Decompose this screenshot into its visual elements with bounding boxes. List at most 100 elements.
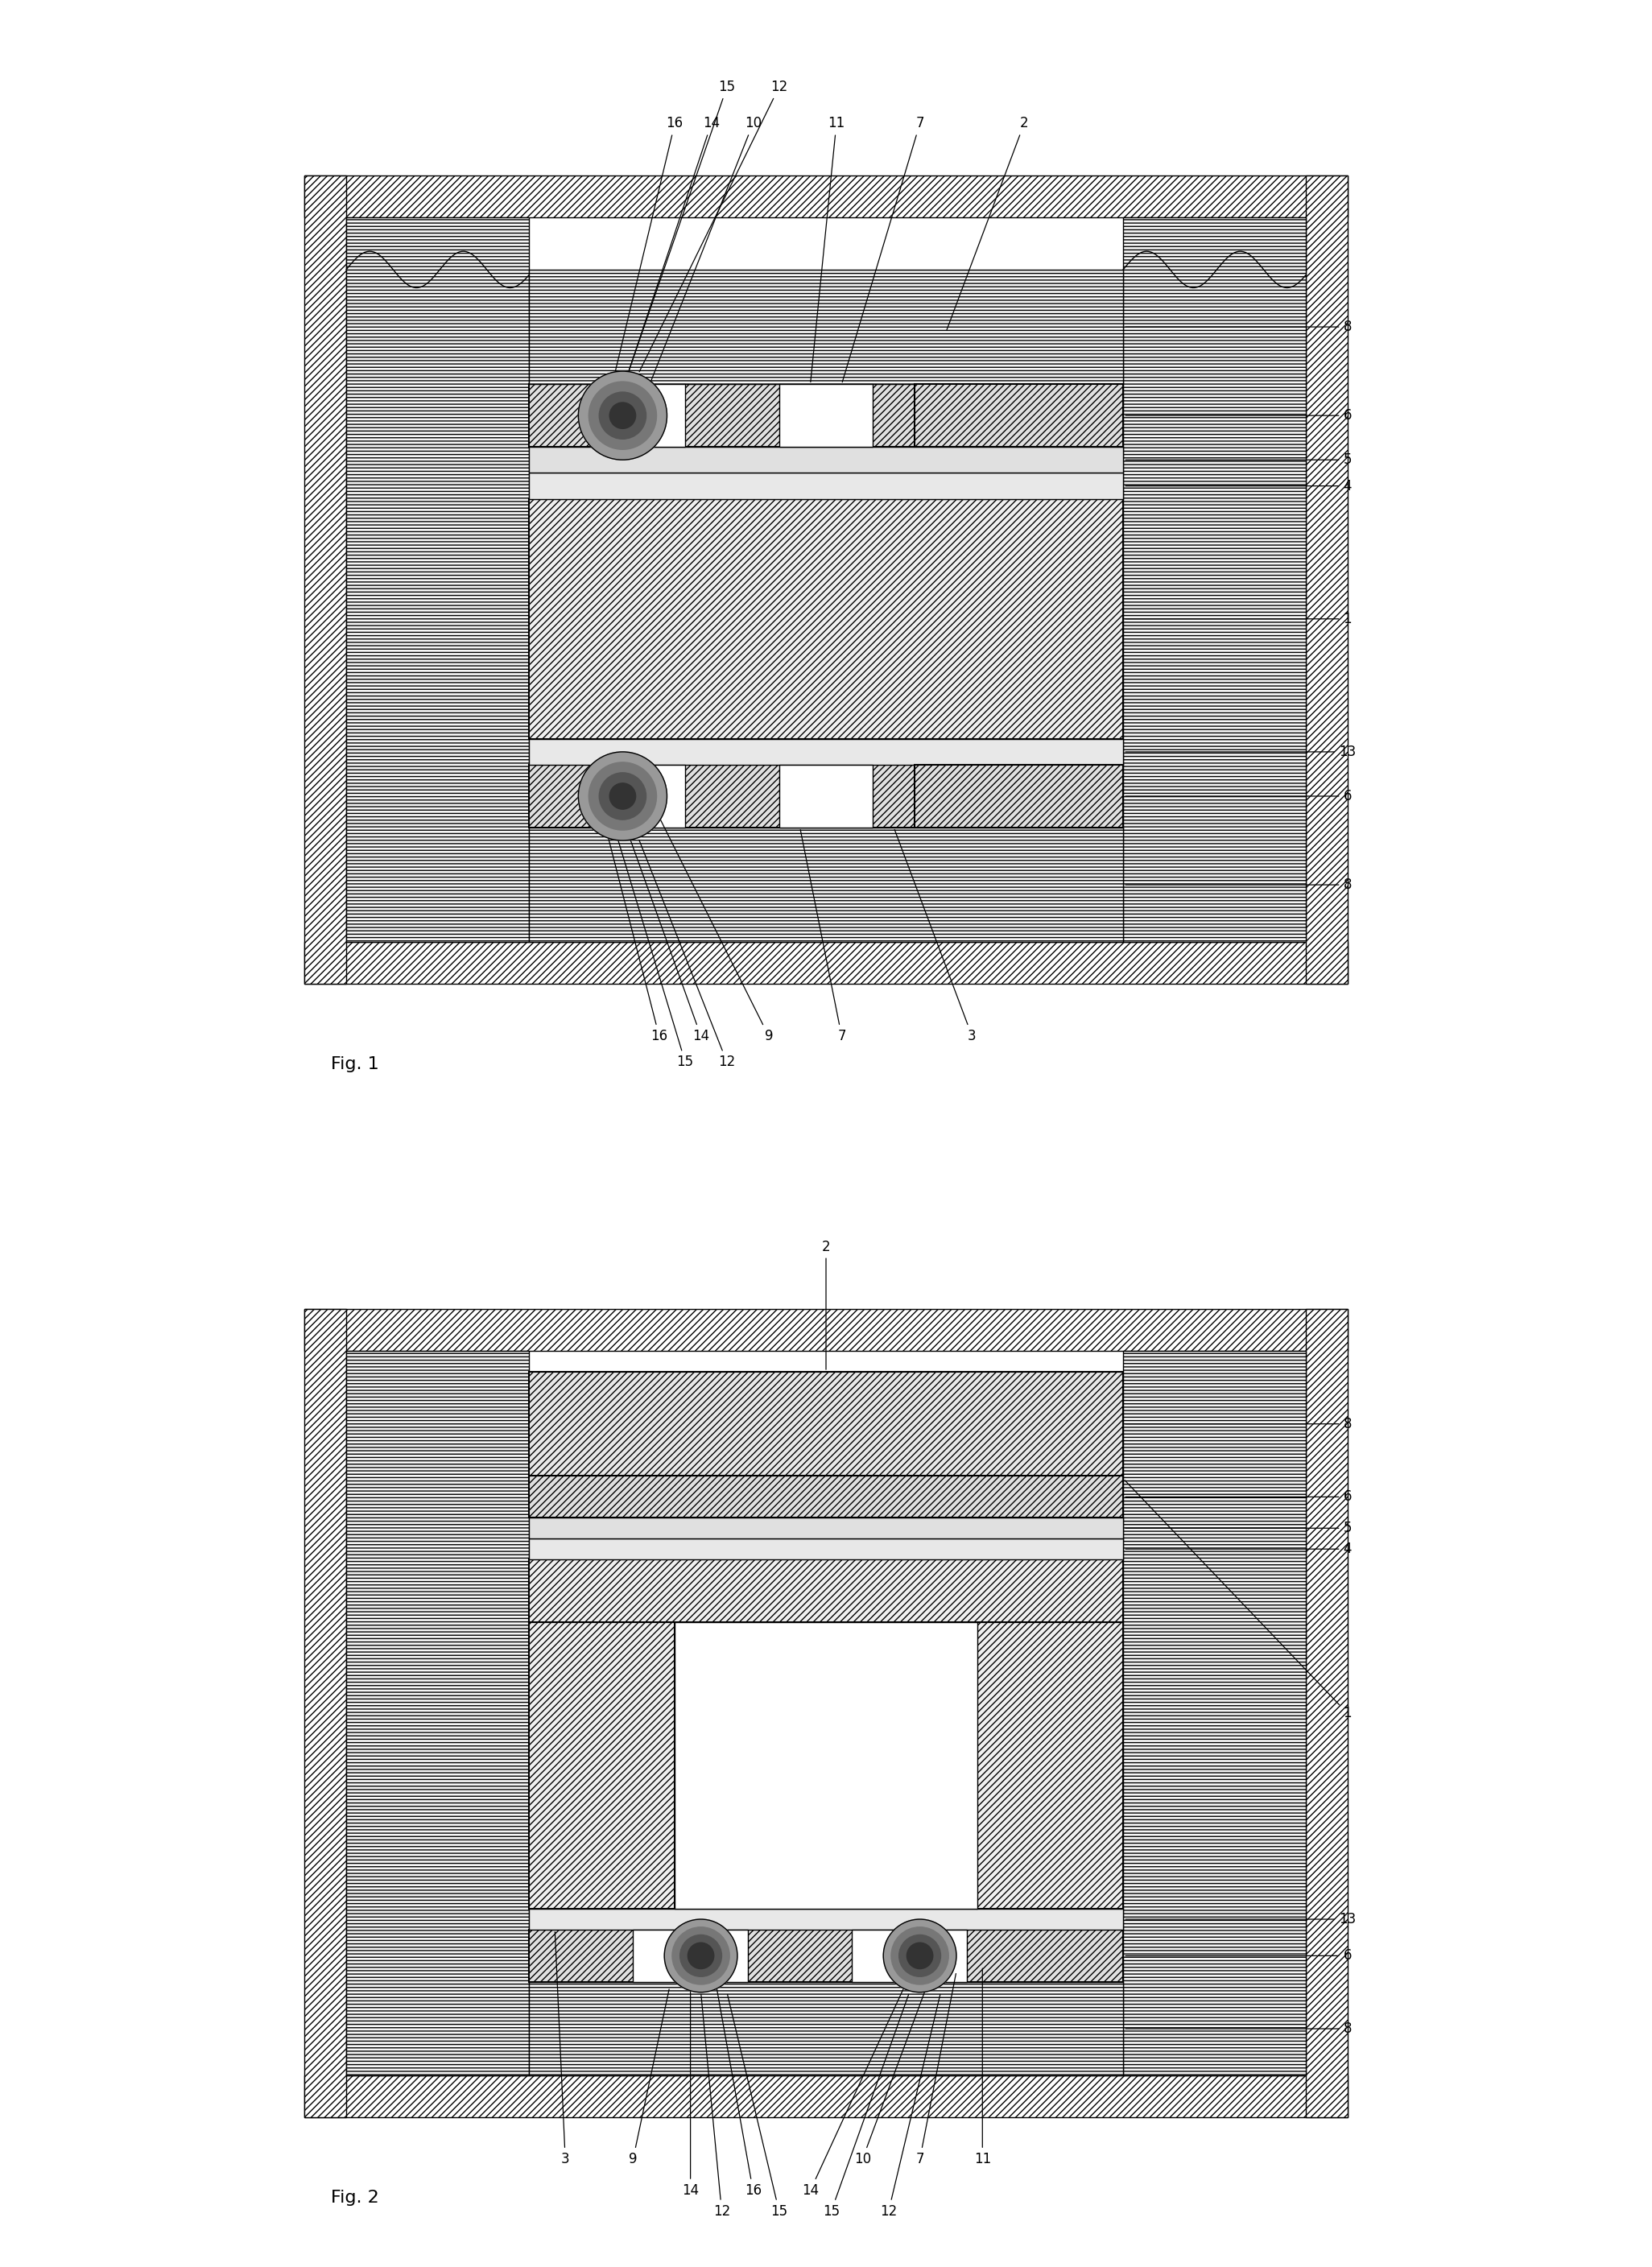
- Text: 1: 1: [1125, 1480, 1351, 1721]
- Text: 12: 12: [881, 1995, 940, 2219]
- Text: 15: 15: [823, 1995, 909, 2219]
- Text: 12: 12: [639, 79, 788, 372]
- Bar: [591, 385, 686, 447]
- Bar: [529, 1560, 1123, 1621]
- Bar: [529, 1929, 1123, 1981]
- Circle shape: [884, 1920, 957, 1993]
- Bar: [529, 1981, 1123, 2077]
- Text: 13: 13: [1125, 744, 1356, 759]
- Bar: [852, 1929, 966, 1981]
- Text: 7: 7: [800, 830, 846, 1043]
- Circle shape: [588, 762, 656, 830]
- Circle shape: [899, 1934, 940, 1977]
- Bar: [915, 764, 1123, 827]
- Text: 6: 6: [1125, 408, 1351, 422]
- Text: 16: 16: [608, 834, 667, 1043]
- Circle shape: [578, 372, 667, 460]
- Bar: [529, 827, 1123, 943]
- Text: 12: 12: [639, 841, 735, 1070]
- Bar: [347, 218, 529, 943]
- Text: 14: 14: [629, 834, 709, 1043]
- Bar: [529, 764, 1123, 827]
- Circle shape: [681, 1934, 722, 1977]
- Circle shape: [588, 381, 656, 449]
- Text: 6: 6: [1125, 1950, 1351, 1963]
- Circle shape: [890, 1927, 948, 1984]
- Text: 5: 5: [1125, 453, 1351, 467]
- Circle shape: [664, 1920, 737, 1993]
- Circle shape: [687, 1943, 714, 1968]
- Text: 3: 3: [555, 1931, 570, 2167]
- Circle shape: [907, 1943, 933, 1968]
- Bar: [915, 385, 1123, 447]
- Bar: [529, 739, 1123, 764]
- Bar: [347, 1351, 529, 2077]
- Text: 15: 15: [618, 841, 694, 1070]
- Text: 9: 9: [629, 1988, 669, 2167]
- Text: 12: 12: [700, 1995, 730, 2219]
- Bar: [780, 385, 872, 447]
- Text: 6: 6: [1125, 1489, 1351, 1503]
- Bar: [529, 1539, 1123, 1560]
- Text: 1: 1: [1125, 612, 1351, 626]
- Bar: [674, 1623, 978, 1909]
- Bar: [1123, 1351, 1305, 2077]
- Text: 5: 5: [1125, 1521, 1351, 1535]
- Text: 14: 14: [623, 116, 720, 388]
- Text: 16: 16: [717, 1988, 762, 2197]
- Text: 15: 15: [727, 1995, 788, 2219]
- Bar: [304, 175, 1348, 218]
- Bar: [780, 764, 872, 827]
- Bar: [529, 1623, 674, 1909]
- Text: 14: 14: [682, 1988, 699, 2197]
- Text: 6: 6: [1125, 789, 1351, 803]
- Text: Fig. 2: Fig. 2: [330, 2190, 378, 2206]
- Bar: [304, 1310, 1348, 1351]
- Text: 8: 8: [1125, 2022, 1351, 2036]
- Circle shape: [578, 753, 667, 841]
- Circle shape: [610, 782, 636, 809]
- Bar: [1123, 218, 1305, 943]
- Circle shape: [600, 773, 646, 821]
- Text: 7: 7: [843, 116, 923, 383]
- Text: 4: 4: [1125, 478, 1351, 494]
- Bar: [304, 1308, 347, 2117]
- Circle shape: [672, 1927, 730, 1984]
- Text: 11: 11: [811, 116, 844, 383]
- Text: Fig. 1: Fig. 1: [330, 1056, 378, 1072]
- Text: 8: 8: [1125, 1417, 1351, 1430]
- Text: 13: 13: [1125, 1911, 1356, 1927]
- Bar: [633, 1929, 748, 1981]
- Text: 10: 10: [854, 1979, 930, 2167]
- Text: 14: 14: [801, 1988, 904, 2197]
- Text: 2: 2: [821, 1240, 831, 1369]
- Bar: [529, 1372, 1123, 1476]
- Bar: [529, 270, 1123, 383]
- Bar: [529, 447, 1123, 474]
- Circle shape: [600, 392, 646, 440]
- Text: 16: 16: [613, 116, 684, 383]
- Text: 2: 2: [947, 116, 1029, 331]
- Text: 11: 11: [975, 1968, 991, 2167]
- Bar: [591, 764, 686, 827]
- Text: 8: 8: [1125, 877, 1351, 891]
- Text: 3: 3: [895, 830, 976, 1043]
- Bar: [304, 943, 1348, 984]
- Bar: [978, 1623, 1123, 1909]
- Text: 10: 10: [644, 116, 762, 397]
- Bar: [529, 1909, 1123, 1929]
- Bar: [1305, 177, 1348, 984]
- Bar: [529, 499, 1123, 739]
- Bar: [529, 1519, 1123, 1539]
- Text: 9: 9: [661, 818, 773, 1043]
- Bar: [304, 177, 347, 984]
- Text: 8: 8: [1125, 320, 1351, 333]
- Bar: [529, 474, 1123, 499]
- Circle shape: [610, 404, 636, 428]
- Bar: [1305, 1308, 1348, 2117]
- Text: 4: 4: [1125, 1542, 1351, 1555]
- Bar: [304, 2077, 1348, 2117]
- Bar: [529, 385, 1123, 447]
- Text: 7: 7: [915, 1975, 957, 2167]
- Text: 15: 15: [629, 79, 735, 372]
